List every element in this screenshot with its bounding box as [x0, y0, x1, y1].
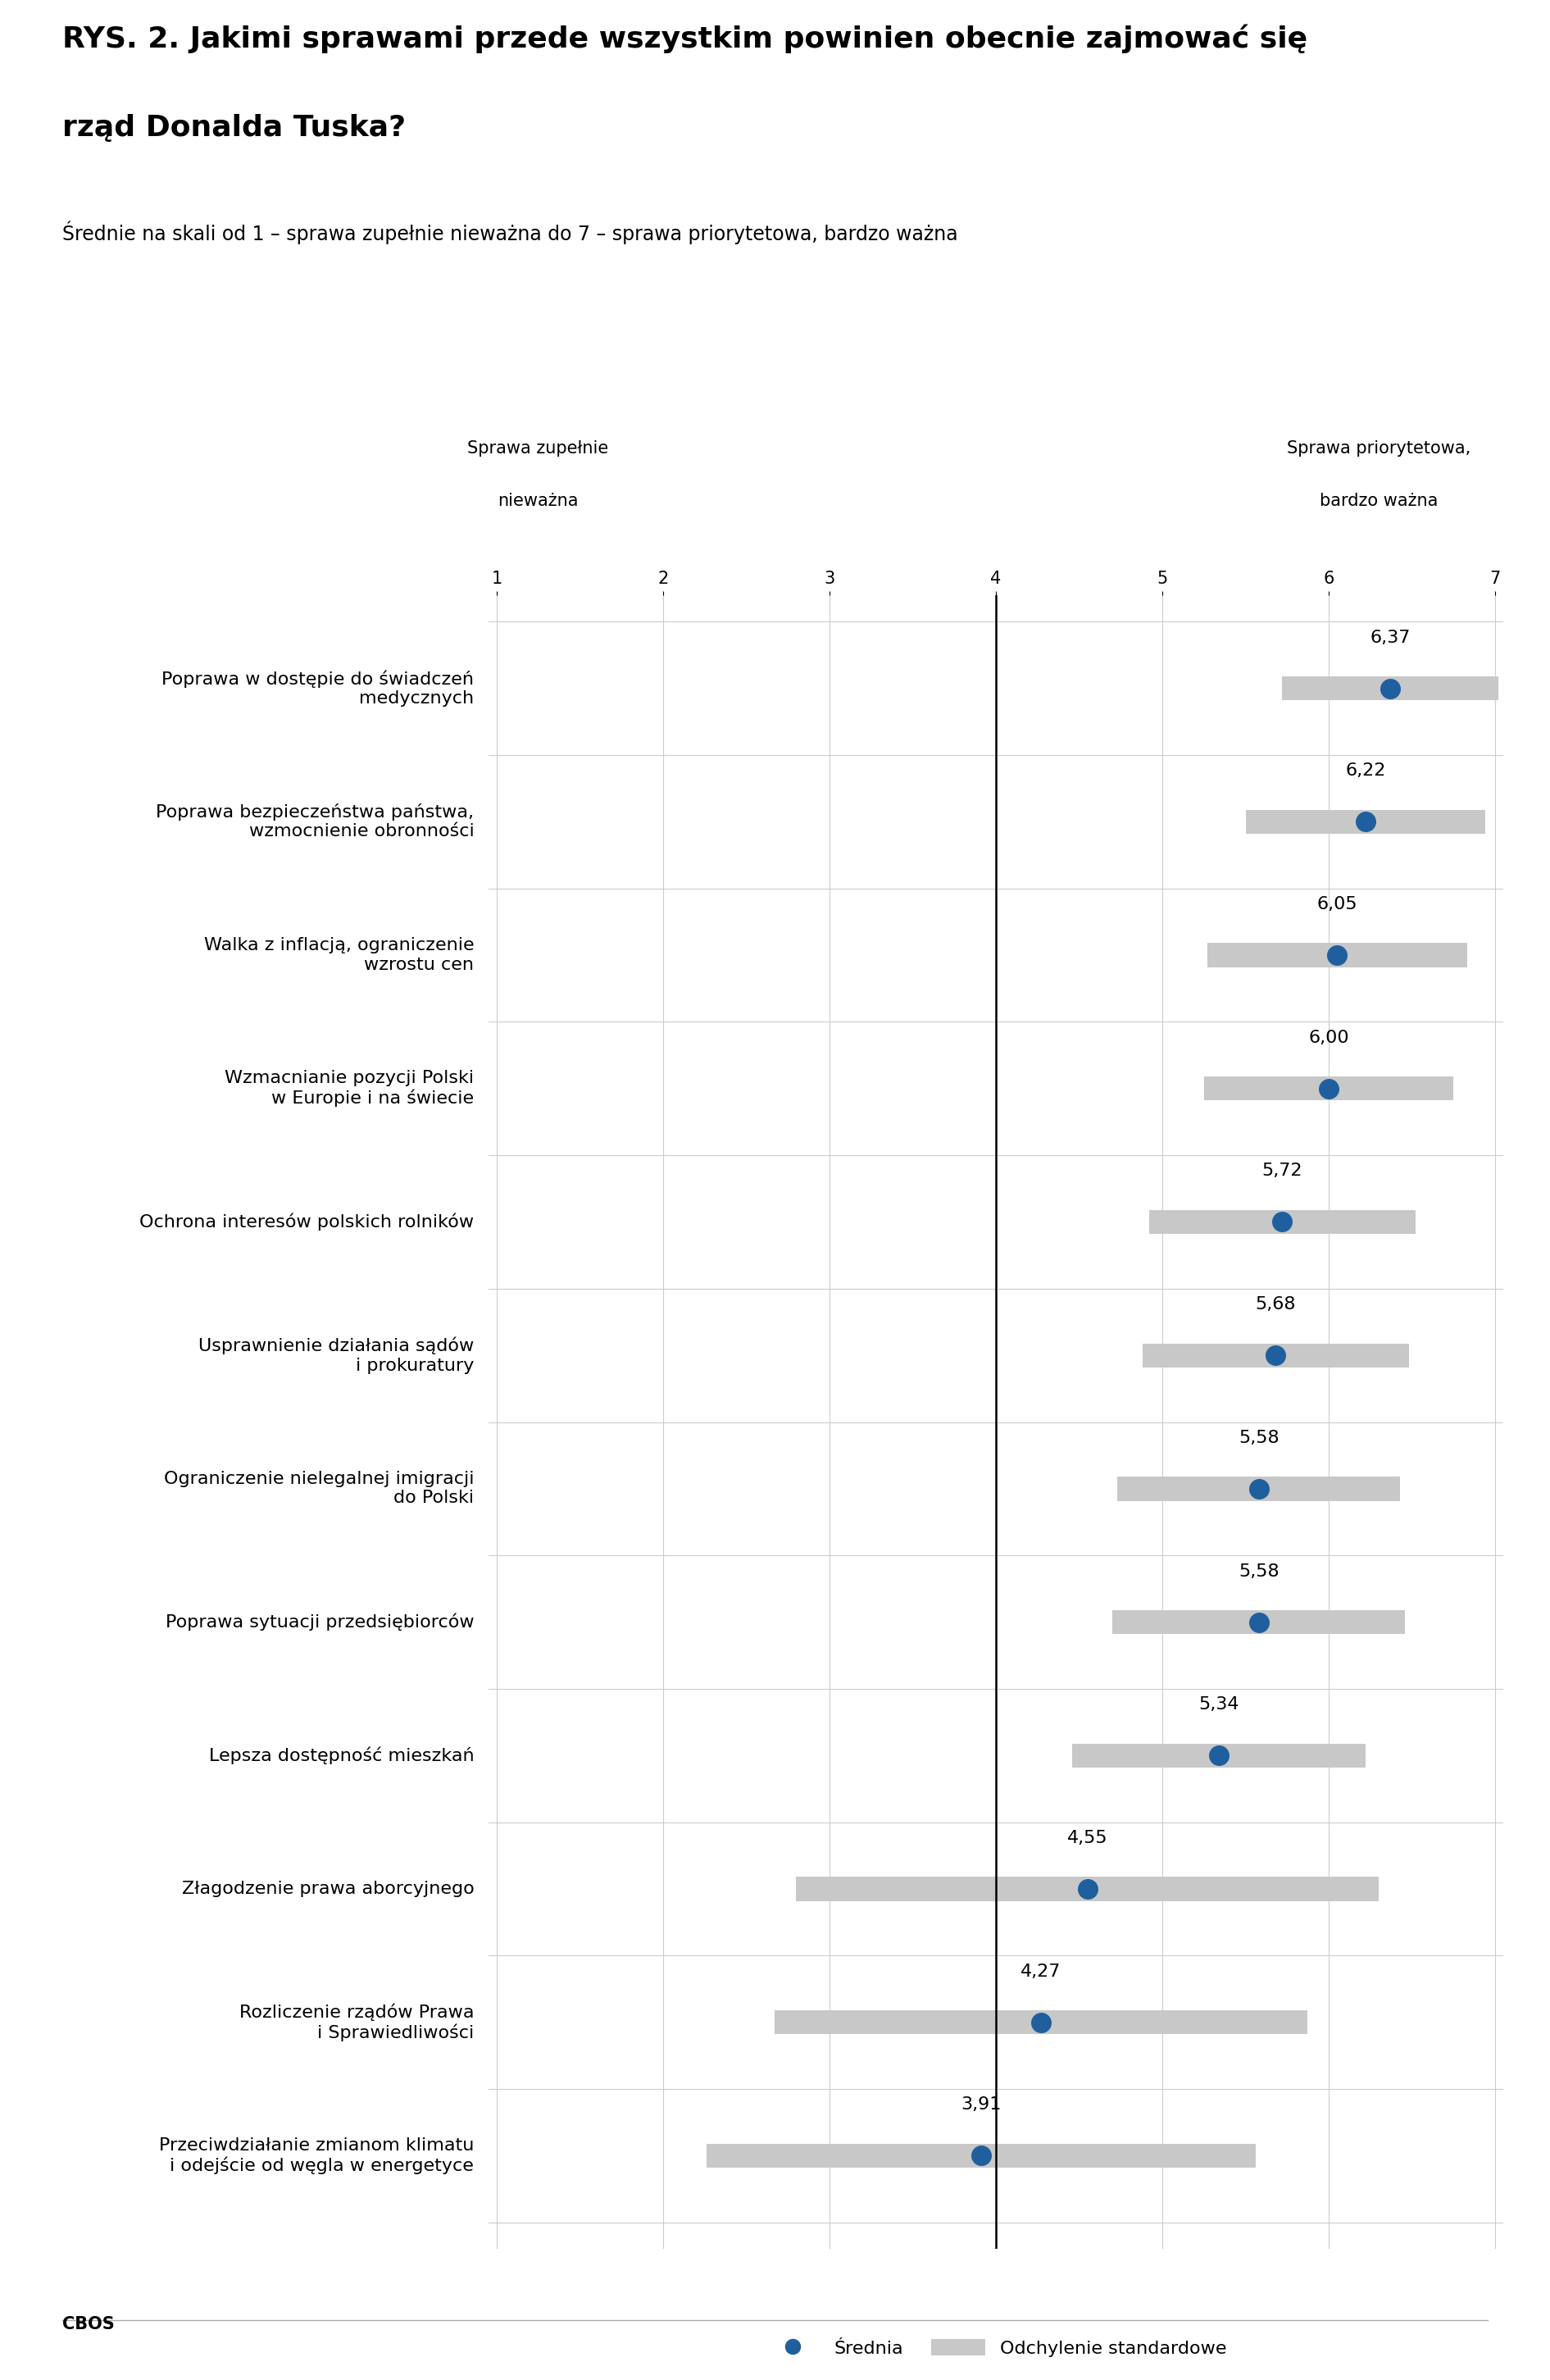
Bar: [1149, 1209, 1415, 1233]
Text: Usprawnienie działania sądów
i prokuratury: Usprawnienie działania sądów i prokuratu…: [198, 1338, 474, 1373]
Bar: [775, 2011, 1307, 2035]
Text: Lepsza dostępność mieszkań: Lepsza dostępność mieszkań: [209, 1747, 474, 1764]
Text: rząd Donalda Tuska?: rząd Donalda Tuska?: [62, 114, 406, 143]
Text: 5,58: 5,58: [1238, 1430, 1279, 1447]
Bar: [1073, 1745, 1366, 1768]
Text: nieważna: nieważna: [498, 493, 578, 509]
Text: Rozliczenie rządów Prawa
i Sprawiedliwości: Rozliczenie rządów Prawa i Sprawiedliwoś…: [239, 2004, 474, 2042]
Text: Poprawa bezpieczeństwa państwa,
wzmocnienie obronności: Poprawa bezpieczeństwa państwa, wzmocnie…: [157, 804, 474, 840]
Text: Średnie na skali od 1 – sprawa zupełnie nieważna do 7 – sprawa priorytetowa, bar: Średnie na skali od 1 – sprawa zupełnie …: [62, 221, 958, 245]
Bar: [1204, 1076, 1454, 1100]
Text: Poprawa sytuacji przedsiębiorców: Poprawa sytuacji przedsiębiorców: [166, 1614, 474, 1630]
Text: 6,22: 6,22: [1345, 762, 1386, 778]
Text: RYS. 2. Jakimi sprawami przede wszystkim powinien obecnie zajmować się: RYS. 2. Jakimi sprawami przede wszystkim…: [62, 24, 1307, 52]
Text: bardzo ważna: bardzo ważna: [1319, 493, 1438, 509]
Text: 4,55: 4,55: [1066, 1830, 1108, 1847]
Text: 4,27: 4,27: [1020, 1964, 1062, 1980]
Text: CBOS: CBOS: [62, 2316, 115, 2332]
Text: 5,34: 5,34: [1198, 1697, 1238, 1714]
Bar: [1282, 676, 1499, 700]
Text: 6,05: 6,05: [1318, 897, 1358, 912]
Text: Ochrona interesów polskich rolników: Ochrona interesów polskich rolników: [140, 1214, 474, 1230]
Bar: [1113, 1611, 1406, 1635]
Text: Ograniczenie nielegalnej imigracji
do Polski: Ograniczenie nielegalnej imigracji do Po…: [164, 1471, 474, 1507]
Text: Sprawa zupełnie: Sprawa zupełnie: [468, 440, 609, 457]
Bar: [1207, 942, 1466, 966]
Text: 5,72: 5,72: [1262, 1164, 1302, 1178]
Text: Złagodzenie prawa aborcyjnego: Złagodzenie prawa aborcyjnego: [181, 1880, 474, 1897]
Text: 5,58: 5,58: [1238, 1564, 1279, 1580]
Bar: [707, 2144, 1256, 2168]
Text: Poprawa w dostępie do świadczeń
medycznych: Poprawa w dostępie do świadczeń medyczny…: [161, 671, 474, 707]
Text: 5,68: 5,68: [1256, 1297, 1296, 1314]
Legend: Średnia, Odchylenie standardowe: Średnia, Odchylenie standardowe: [758, 2332, 1234, 2363]
Text: Wzmacnianie pozycji Polski
w Europie i na świecie: Wzmacnianie pozycji Polski w Europie i n…: [225, 1071, 474, 1107]
Bar: [1246, 809, 1485, 833]
Text: 3,91: 3,91: [961, 2097, 1001, 2113]
Text: 6,37: 6,37: [1370, 628, 1410, 645]
Text: 6,00: 6,00: [1308, 1031, 1348, 1045]
Text: Przeciwdziałanie zmianom klimatu
i odejście od węgla w energetyce: Przeciwdziałanie zmianom klimatu i odejś…: [160, 2137, 474, 2175]
Bar: [1142, 1342, 1409, 1368]
Text: Walka z inflacją, ograniczenie
wzrostu cen: Walka z inflacją, ograniczenie wzrostu c…: [205, 938, 474, 973]
Bar: [1118, 1476, 1400, 1502]
Text: Sprawa priorytetowa,: Sprawa priorytetowa,: [1286, 440, 1471, 457]
Bar: [797, 1878, 1378, 1902]
